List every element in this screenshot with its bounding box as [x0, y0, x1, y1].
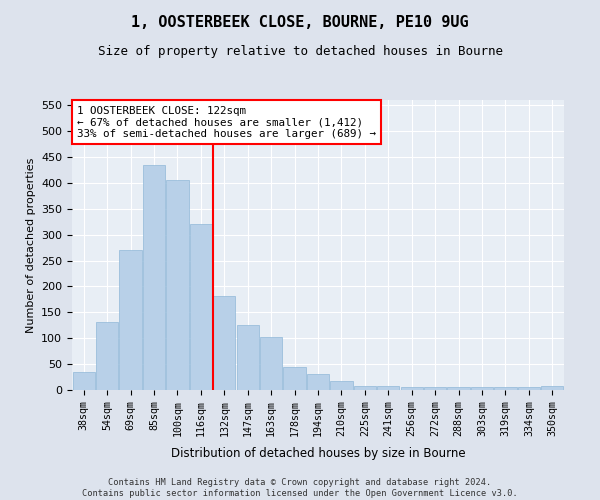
Bar — [260, 336, 282, 390]
Bar — [96, 322, 118, 390]
Text: Size of property relative to detached houses in Bourne: Size of property relative to detached ho… — [97, 45, 503, 58]
Bar — [190, 224, 212, 390]
Bar — [119, 250, 142, 390]
Bar — [401, 388, 423, 390]
Text: 1 OOSTERBEEK CLOSE: 122sqm
← 67% of detached houses are smaller (1,412)
33% of s: 1 OOSTERBEEK CLOSE: 122sqm ← 67% of deta… — [77, 106, 376, 139]
Bar — [166, 180, 188, 390]
Bar — [494, 388, 517, 390]
Bar — [541, 386, 563, 390]
Bar — [213, 296, 235, 390]
Bar — [143, 164, 165, 390]
Bar — [283, 367, 305, 390]
X-axis label: Distribution of detached houses by size in Bourne: Distribution of detached houses by size … — [170, 447, 466, 460]
Bar — [354, 386, 376, 390]
Bar — [471, 388, 493, 390]
Text: Contains HM Land Registry data © Crown copyright and database right 2024.
Contai: Contains HM Land Registry data © Crown c… — [82, 478, 518, 498]
Bar — [377, 386, 400, 390]
Bar — [331, 380, 353, 390]
Bar — [73, 372, 95, 390]
Bar — [424, 388, 446, 390]
Bar — [518, 388, 540, 390]
Y-axis label: Number of detached properties: Number of detached properties — [26, 158, 35, 332]
Bar — [236, 326, 259, 390]
Text: 1, OOSTERBEEK CLOSE, BOURNE, PE10 9UG: 1, OOSTERBEEK CLOSE, BOURNE, PE10 9UG — [131, 15, 469, 30]
Bar — [448, 388, 470, 390]
Bar — [307, 374, 329, 390]
